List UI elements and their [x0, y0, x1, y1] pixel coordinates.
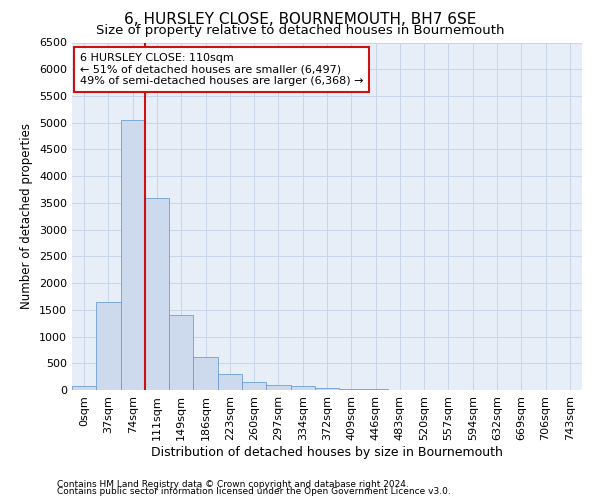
X-axis label: Distribution of detached houses by size in Bournemouth: Distribution of detached houses by size …	[151, 446, 503, 458]
Text: Contains HM Land Registry data © Crown copyright and database right 2024.: Contains HM Land Registry data © Crown c…	[57, 480, 409, 489]
Bar	[315, 388, 339, 390]
Bar	[169, 315, 193, 390]
Text: Contains public sector information licensed under the Open Government Licence v3: Contains public sector information licen…	[57, 487, 451, 496]
Y-axis label: Number of detached properties: Number of detached properties	[20, 123, 34, 309]
Bar	[96, 302, 121, 390]
Text: 6 HURSLEY CLOSE: 110sqm
← 51% of detached houses are smaller (6,497)
49% of semi: 6 HURSLEY CLOSE: 110sqm ← 51% of detache…	[80, 53, 363, 86]
Bar	[121, 120, 145, 390]
Bar	[266, 384, 290, 390]
Bar	[218, 374, 242, 390]
Bar	[193, 357, 218, 390]
Bar	[72, 386, 96, 390]
Bar	[145, 198, 169, 390]
Bar	[242, 382, 266, 390]
Bar	[290, 386, 315, 390]
Text: 6, HURSLEY CLOSE, BOURNEMOUTH, BH7 6SE: 6, HURSLEY CLOSE, BOURNEMOUTH, BH7 6SE	[124, 12, 476, 28]
Text: Size of property relative to detached houses in Bournemouth: Size of property relative to detached ho…	[96, 24, 504, 37]
